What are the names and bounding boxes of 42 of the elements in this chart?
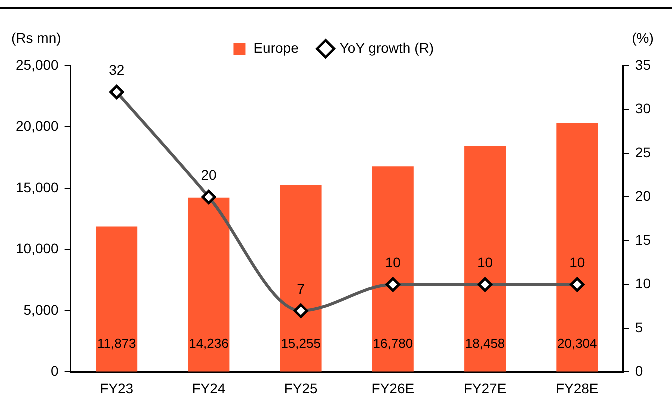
y-tick-label: 25,000 (16, 56, 60, 73)
y-tick-label: 20,000 (16, 118, 60, 134)
x-tick-label: FY26E (372, 380, 415, 396)
y2-tick-label: 20 (635, 188, 652, 204)
y2-tick-label: 30 (635, 100, 652, 117)
bar (372, 166, 414, 372)
y2-tick-label: 5 (635, 319, 644, 336)
y2-tick-label: 25 (635, 144, 652, 160)
data-label: 11,873 (97, 336, 136, 351)
legend-label: YoY growth (R) (340, 40, 434, 56)
bar (556, 124, 598, 372)
y-tick-label: 15,000 (16, 179, 60, 196)
data-label: 7 (297, 280, 306, 297)
y-tick-label: 5,000 (24, 302, 60, 318)
bar (464, 146, 506, 372)
y2-tick-label: 10 (635, 276, 652, 292)
bar (188, 198, 230, 372)
x-tick-label: FY23 (100, 380, 134, 396)
x-tick-label: FY24 (192, 380, 226, 396)
y-tick-label: 10,000 (16, 240, 60, 257)
y2-axis-title: (%) (632, 30, 654, 46)
data-label: 20 (201, 167, 217, 184)
bar (280, 185, 322, 372)
y-tick-label: 0 (51, 363, 60, 380)
y2-tick-label: 0 (635, 363, 644, 380)
data-label: 15,255 (281, 336, 321, 351)
data-label: 32 (109, 62, 125, 78)
bar (96, 226, 138, 372)
y-axis-title: (Rs mn) (12, 30, 62, 46)
data-label: 10 (385, 254, 402, 271)
y2-tick-label: 35 (635, 56, 652, 73)
y2-tick-label: 15 (635, 232, 652, 248)
data-label: 14,236 (189, 336, 229, 351)
x-tick-label: FY27E (464, 380, 507, 396)
data-label: 18,458 (465, 336, 506, 351)
data-label: 10 (570, 254, 586, 271)
legend-label: Europe (254, 40, 300, 56)
x-tick-label: FY28E (556, 380, 599, 396)
data-label: 20,304 (557, 336, 598, 351)
data-label: 10 (477, 254, 494, 271)
data-label: 16,780 (373, 336, 414, 351)
x-tick-label: FY25 (284, 380, 318, 396)
